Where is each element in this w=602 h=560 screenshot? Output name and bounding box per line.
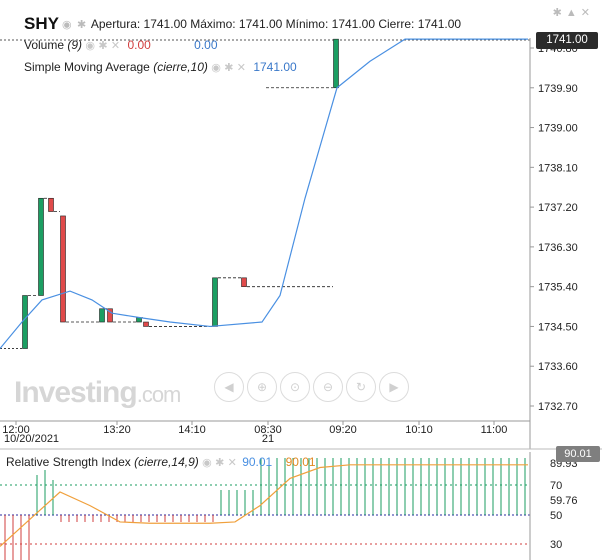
candle xyxy=(60,215,66,323)
rsi-tick-label: 30 xyxy=(550,539,562,551)
sma-value: 1741.00 xyxy=(253,60,297,74)
close-icon[interactable]: ✕ xyxy=(227,457,237,469)
rsi-tick-label: 70 xyxy=(550,480,562,492)
close-icon[interactable]: ✕ xyxy=(580,7,594,19)
rsi-param: (cierre,14,9) xyxy=(134,455,199,469)
zoom-out-button[interactable]: ⊖ xyxy=(313,372,343,402)
candle xyxy=(241,277,247,287)
eye-icon[interactable]: ◉ xyxy=(211,62,221,74)
rsi-value-2: 90.01 xyxy=(285,455,316,469)
rsi-series-line xyxy=(0,464,528,547)
chart-controls: ◀ ⊕ ⊙ ⊖ ↻ ▶ xyxy=(214,372,409,406)
gear-icon[interactable]: ✱ xyxy=(76,19,87,31)
time-tick-label: 09:20 xyxy=(329,424,357,436)
zoom-reset-button[interactable]: ⊙ xyxy=(280,372,310,402)
time-tick-label: 14:10 xyxy=(178,424,206,436)
volume-legend: Volume (9) ◉ ✱ ✕ 0.00 0.00 xyxy=(24,38,218,52)
header-tools: ✱▲✕ xyxy=(553,6,594,19)
rsi-value-1: 90.01 xyxy=(242,455,273,469)
price-tick-label: 1736.30 xyxy=(538,242,578,254)
sma-label: Simple Moving Average xyxy=(24,60,150,74)
volume-param: (9) xyxy=(67,38,83,52)
candle xyxy=(143,321,149,327)
investing-watermark: Investing.com xyxy=(14,376,182,410)
scroll-right-button[interactable]: ▶ xyxy=(379,372,409,402)
time-tick-label: 10:10 xyxy=(405,424,433,436)
sma-param: (cierre,10) xyxy=(153,60,208,74)
rsi-label: Relative Strength Index xyxy=(6,455,131,469)
price-tick-label: 1732.70 xyxy=(538,401,578,413)
time-tick-label: 12:00 xyxy=(2,424,30,436)
close-icon[interactable]: ✕ xyxy=(110,40,121,52)
eye-icon[interactable]: ◉ xyxy=(202,457,212,469)
rsi-tick-label: 59.76 xyxy=(550,495,578,507)
symbol-title: SHY xyxy=(24,14,59,33)
time-tick-label: 08:30 xyxy=(254,424,282,436)
eye-icon[interactable]: ◉ xyxy=(85,40,95,52)
candle xyxy=(107,308,113,323)
current-price-tag: 1741.00 xyxy=(536,32,598,49)
rsi-legend: Relative Strength Index (cierre,14,9) ◉ … xyxy=(6,455,316,469)
price-tick-label: 1739.90 xyxy=(538,83,578,95)
price-tick-label: 1735.40 xyxy=(538,282,578,294)
date-sub-label: 10/20/2021 xyxy=(4,433,59,445)
time-tick-label: 11:00 xyxy=(481,424,508,436)
date-sub-label: 21 xyxy=(262,433,274,445)
scroll-left-button[interactable]: ◀ xyxy=(214,372,244,402)
sma-legend: Simple Moving Average (cierre,10) ◉ ✱ ✕ … xyxy=(24,60,297,74)
rsi-current-tag: 90.01 xyxy=(556,446,600,462)
gear-icon[interactable]: ✱ xyxy=(224,62,234,74)
sma-series-line xyxy=(0,38,528,349)
settings-icon[interactable]: ✱ xyxy=(552,7,566,19)
watermark-brand: Investing xyxy=(14,376,138,409)
candle xyxy=(333,38,339,89)
rsi-tick-label: 50 xyxy=(550,510,562,522)
candle xyxy=(38,197,44,296)
price-tick-label: 1738.10 xyxy=(538,162,578,174)
volume-value-blue: 0.00 xyxy=(194,38,218,52)
candle xyxy=(212,277,218,327)
ohlc-readout: ◉ ✱ Apertura: 1741.00 Máximo: 1741.00 Mí… xyxy=(62,17,461,31)
candle xyxy=(48,197,54,212)
ohlc-values: Apertura: 1741.00 Máximo: 1741.00 Mínimo… xyxy=(90,17,462,31)
price-tick-label: 1739.00 xyxy=(538,123,578,135)
time-tick-label: 13:20 xyxy=(103,424,131,436)
volume-value-red: 0.00 xyxy=(127,38,151,52)
close-icon[interactable]: ✕ xyxy=(236,62,246,74)
watermark-suffix: .com xyxy=(136,382,182,407)
volume-label: Volume xyxy=(24,38,65,52)
price-tick-label: 1737.20 xyxy=(538,202,578,214)
zoom-in-button[interactable]: ⊕ xyxy=(247,372,277,402)
gear-icon[interactable]: ✱ xyxy=(98,40,108,52)
gear-icon[interactable]: ✱ xyxy=(215,457,225,469)
candle xyxy=(22,295,28,349)
price-tick-label: 1734.50 xyxy=(538,321,578,333)
alert-icon[interactable]: ▲ xyxy=(565,7,581,19)
price-tick-label: 1733.60 xyxy=(538,361,578,373)
candle xyxy=(99,308,105,323)
eye-icon[interactable]: ◉ xyxy=(62,19,72,31)
chart-header: SHY ◉ ✱ Apertura: 1741.00 Máximo: 1741.0… xyxy=(0,0,602,38)
reset-view-button[interactable]: ↻ xyxy=(346,372,376,402)
